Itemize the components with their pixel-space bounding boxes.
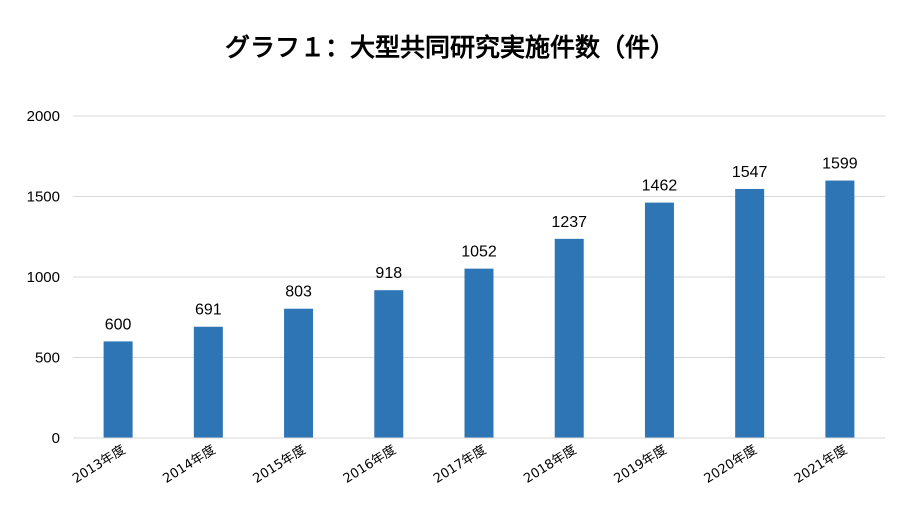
data-label-2013年度: 600 <box>105 316 132 333</box>
y-tick-label-500: 500 <box>35 350 60 367</box>
data-label-2016年度: 918 <box>375 265 402 282</box>
x-tick-label-2018年度: 2018年度 <box>521 442 580 487</box>
bar-2017年度 <box>464 268 494 438</box>
bar-2019年度 <box>644 202 674 438</box>
x-tick-label-2017年度: 2017年度 <box>431 442 490 487</box>
data-label-2019年度: 1462 <box>642 178 678 195</box>
x-tick-label-2014年度: 2014年度 <box>160 442 219 487</box>
bar-2020年度 <box>735 188 765 438</box>
bar-2018年度 <box>554 238 584 438</box>
data-label-2014年度: 691 <box>195 302 222 319</box>
data-label-2021年度: 1599 <box>822 156 858 173</box>
y-tick-label-1000: 1000 <box>27 269 60 286</box>
bar-2021年度 <box>825 180 855 438</box>
bar-2016年度 <box>374 290 404 438</box>
x-tick-label-2016年度: 2016年度 <box>340 442 399 487</box>
x-tick-label-2020年度: 2020年度 <box>701 442 760 487</box>
x-tick-label-2015年度: 2015年度 <box>250 442 309 487</box>
bar-2015年度 <box>284 308 314 438</box>
data-label-2017年度: 1052 <box>461 244 497 261</box>
x-tick-label-2013年度: 2013年度 <box>70 442 129 487</box>
y-tick-label-0: 0 <box>52 430 60 447</box>
chart-title: グラフ１：大型共同研究実施件数（件） <box>224 33 675 62</box>
x-tick-label-2021年度: 2021年度 <box>791 442 850 487</box>
y-tick-label-1500: 1500 <box>27 189 60 206</box>
data-label-2020年度: 1547 <box>732 164 768 181</box>
y-tick-label-2000: 2000 <box>27 108 60 125</box>
bar-2013年度 <box>103 341 133 438</box>
bar-2014年度 <box>193 326 223 438</box>
x-tick-label-2019年度: 2019年度 <box>611 442 670 487</box>
data-label-2015年度: 803 <box>285 284 312 301</box>
data-label-2018年度: 1237 <box>551 214 587 231</box>
